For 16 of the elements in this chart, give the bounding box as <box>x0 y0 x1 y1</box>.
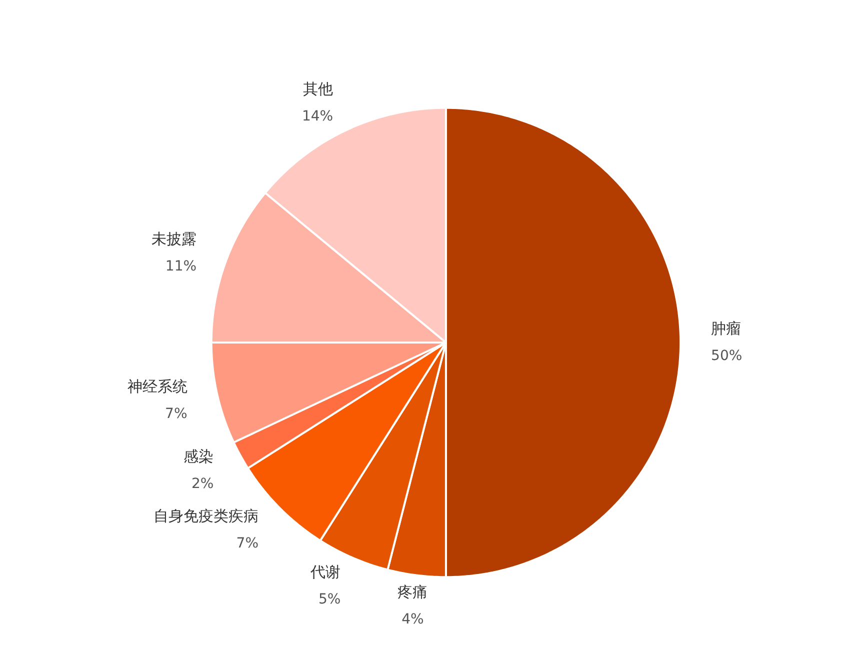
slice-label: 神经系统 <box>127 378 188 396</box>
data-label: 50% <box>711 348 742 364</box>
data-label: 2% <box>191 476 214 492</box>
data-label: 11% <box>165 258 197 274</box>
slice-label: 代谢 <box>310 563 341 582</box>
data-label: 5% <box>318 592 341 608</box>
data-label: 7% <box>236 536 259 552</box>
slice-label: 自身免疫类疾病 <box>154 507 259 526</box>
slice-label: 肿瘤 <box>711 320 742 338</box>
data-label: 14% <box>302 108 334 124</box>
data-label: 4% <box>402 611 424 628</box>
slice-label: 未披露 <box>152 230 197 248</box>
slice-label: 感染 <box>184 447 214 466</box>
data-label: 7% <box>165 406 188 422</box>
slice-label: 其他 <box>303 80 334 98</box>
slice-label: 疼痛 <box>398 582 428 601</box>
